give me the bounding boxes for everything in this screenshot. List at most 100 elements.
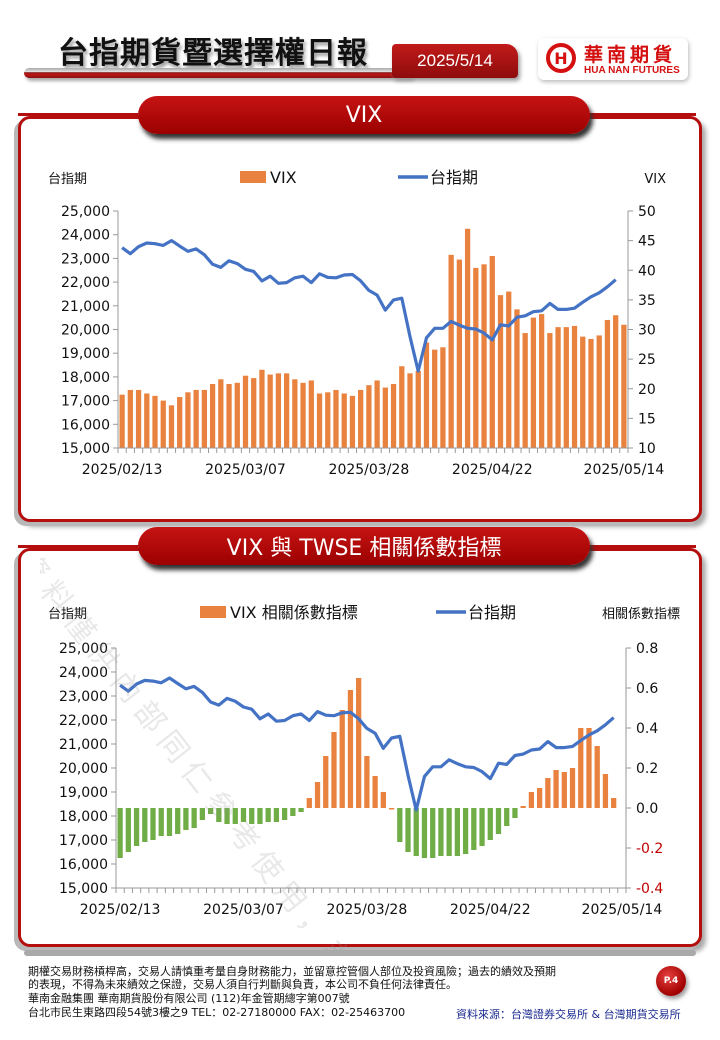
bar (125, 808, 131, 852)
legend-bar-swatch (200, 606, 226, 618)
legend-bar-swatch (240, 171, 266, 183)
bar (497, 295, 504, 448)
company-license: 華南金融集團 華南期貨股份有限公司 (112)年金管期總字第007號 (28, 992, 350, 1005)
disclaimer-line-1: 期權交易財務槓桿高，交易人請慎重考量自身財務能力，並留意控管個人部位及投資風險；… (28, 965, 556, 978)
bar (267, 374, 273, 448)
bar (224, 808, 230, 824)
section-line-right (585, 113, 696, 116)
bar (142, 808, 148, 842)
bar (555, 327, 561, 448)
x-axis-tick: 2025/03/28 (327, 902, 408, 918)
bar (316, 393, 323, 448)
logo-chinese-name: 華南期貨 (584, 44, 677, 66)
legend-line-label: 台指期 (468, 603, 516, 622)
left-axis-tick: 25,000 (59, 641, 108, 657)
disclaimer-line-2: 的表現，不得為未來績效之保證，交易人須自行判斷與負責，本公司不負任何法律責任。 (28, 978, 457, 991)
left-axis-title: 台指期 (48, 607, 87, 622)
logo-h-icon: H (546, 43, 576, 73)
bar (117, 808, 123, 858)
bar (397, 808, 403, 842)
bar (528, 792, 535, 808)
bar (479, 808, 485, 846)
bar (135, 389, 142, 448)
vix-chart-panel (18, 116, 702, 522)
right-axis-tick: 20 (638, 382, 656, 398)
section-line-left (18, 113, 138, 116)
bar (372, 776, 378, 808)
left-axis-tick: 23,000 (59, 689, 108, 705)
bar (339, 710, 345, 808)
right-axis-tick: 0.2 (636, 761, 658, 777)
bar (471, 808, 477, 850)
bar (251, 378, 257, 448)
bar (166, 808, 173, 836)
bar (432, 349, 438, 448)
bar (193, 389, 199, 448)
bar (530, 317, 537, 448)
bar (522, 333, 528, 448)
bar (158, 808, 164, 836)
left-axis-tick: 19,000 (61, 346, 110, 362)
right-axis-tick: 50 (638, 204, 656, 220)
bar (423, 342, 430, 448)
bar (333, 389, 339, 448)
bar (553, 770, 559, 808)
left-axis-tick: 16,000 (61, 417, 110, 433)
bar (421, 808, 428, 858)
bar (489, 256, 495, 448)
bar (226, 384, 232, 448)
bar (545, 778, 551, 808)
legend-bar-label: VIX (270, 168, 297, 187)
x-axis-tick: 2025/05/14 (582, 902, 663, 918)
x-axis-tick: 2025/02/13 (80, 902, 161, 918)
bar (160, 400, 166, 448)
bar (399, 366, 405, 448)
left-axis-tick: 16,000 (59, 857, 108, 873)
bar (374, 380, 380, 448)
right-axis-tick: 15 (638, 411, 656, 427)
left-axis-tick: 15,000 (61, 441, 110, 457)
bar (218, 379, 224, 448)
bar (547, 333, 553, 448)
right-axis-tick: 0.4 (636, 721, 658, 737)
bar (430, 808, 436, 858)
x-axis-tick: 2025/04/22 (450, 902, 531, 918)
bar (240, 808, 247, 822)
legend-bar-label: VIX 相關係數指標 (230, 603, 358, 622)
bar (259, 369, 265, 448)
bar (232, 808, 238, 824)
bar (323, 756, 329, 808)
bar (407, 373, 413, 448)
x-axis-tick: 2025/03/28 (329, 462, 410, 478)
bar (454, 808, 461, 856)
right-axis-tick: -0.2 (636, 841, 663, 857)
bar (265, 808, 271, 822)
bar (580, 336, 586, 448)
left-axis-tick: 24,000 (59, 665, 108, 681)
bar (512, 808, 518, 818)
bar (358, 389, 364, 448)
bar (571, 325, 578, 448)
bar (341, 393, 347, 448)
bar (481, 264, 487, 448)
bar (538, 314, 545, 448)
bar (273, 808, 280, 822)
bar (298, 808, 304, 812)
left-axis-title: 台指期 (48, 172, 87, 187)
bar (448, 254, 454, 448)
bar (602, 774, 609, 808)
right-axis-tick: -0.4 (636, 881, 663, 897)
bar (446, 808, 452, 856)
bar (390, 384, 397, 448)
bar (347, 690, 354, 808)
left-axis-tick: 15,000 (59, 881, 108, 897)
bar (594, 746, 600, 808)
futures-line (121, 238, 617, 373)
title-underline-bar (24, 68, 414, 78)
left-axis-tick: 20,000 (61, 323, 110, 339)
futures-line (119, 676, 615, 812)
bar (183, 808, 189, 830)
x-axis-tick: 2025/02/13 (82, 462, 163, 478)
bar (168, 405, 175, 448)
bar (275, 373, 282, 448)
